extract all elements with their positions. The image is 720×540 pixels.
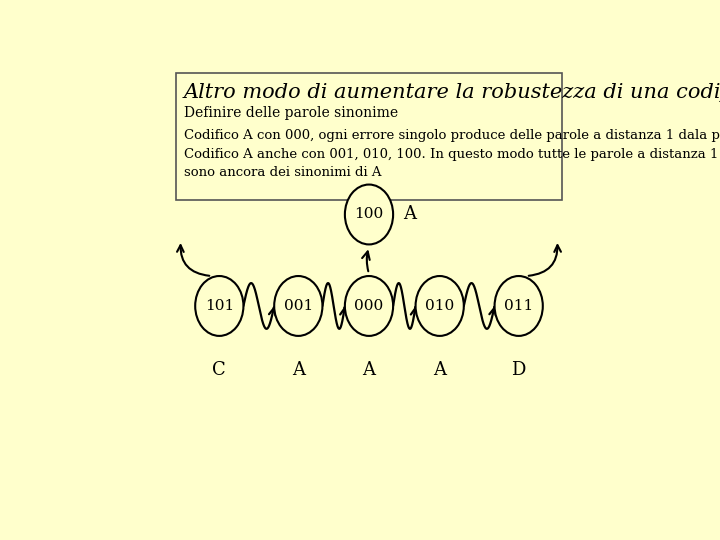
Ellipse shape — [274, 276, 323, 336]
Text: 100: 100 — [354, 207, 384, 221]
Text: Altro modo di aumentare la robustezza di una codifica:: Altro modo di aumentare la robustezza di… — [184, 83, 720, 102]
FancyArrowPatch shape — [528, 245, 561, 276]
FancyBboxPatch shape — [176, 73, 562, 200]
Ellipse shape — [345, 276, 393, 336]
Ellipse shape — [195, 276, 243, 336]
Text: Codifico A con 000, ogni errore singolo produce delle parole a distanza 1 dala p: Codifico A con 000, ogni errore singolo … — [184, 129, 720, 179]
Text: A: A — [403, 206, 416, 224]
Text: A: A — [292, 361, 305, 379]
FancyArrowPatch shape — [177, 245, 210, 276]
Text: 101: 101 — [204, 299, 234, 313]
Text: D: D — [511, 361, 526, 379]
Text: 011: 011 — [504, 299, 534, 313]
Text: A: A — [433, 361, 446, 379]
Ellipse shape — [495, 276, 543, 336]
Text: 001: 001 — [284, 299, 313, 313]
Text: 000: 000 — [354, 299, 384, 313]
Text: 010: 010 — [425, 299, 454, 313]
Ellipse shape — [345, 185, 393, 245]
Ellipse shape — [415, 276, 464, 336]
FancyArrowPatch shape — [362, 252, 369, 271]
Text: C: C — [212, 361, 226, 379]
Text: A: A — [362, 361, 376, 379]
Text: Definire delle parole sinonime: Definire delle parole sinonime — [184, 106, 398, 120]
